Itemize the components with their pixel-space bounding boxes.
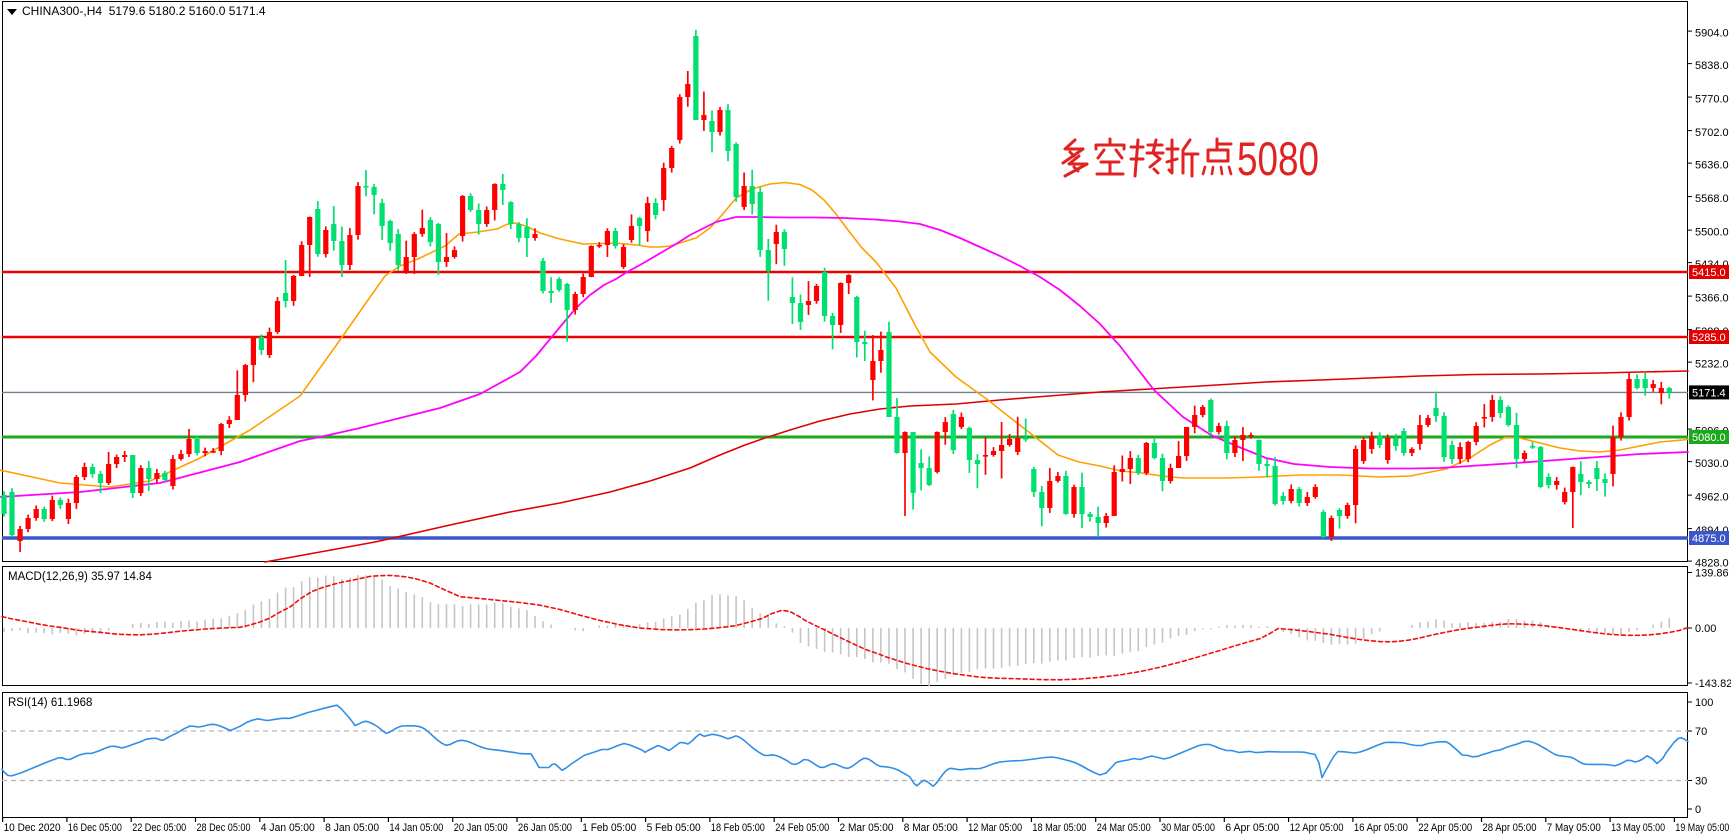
svg-text:12 Mar 05:00: 12 Mar 05:00 bbox=[968, 822, 1022, 834]
svg-text:8 Mar 05:00: 8 Mar 05:00 bbox=[904, 822, 958, 834]
svg-text:30 Mar 05:00: 30 Mar 05:00 bbox=[1161, 822, 1215, 834]
svg-text:28 Dec 05:00: 28 Dec 05:00 bbox=[197, 822, 251, 834]
svg-text:0.00: 0.00 bbox=[1695, 623, 1716, 635]
svg-text:5285.0: 5285.0 bbox=[1692, 332, 1726, 344]
svg-text:26 Jan 05:00: 26 Jan 05:00 bbox=[518, 822, 572, 834]
svg-text:8 Jan 05:00: 8 Jan 05:00 bbox=[325, 822, 379, 834]
svg-text:22 Dec 05:00: 22 Dec 05:00 bbox=[132, 822, 186, 834]
svg-text:5702.0: 5702.0 bbox=[1695, 127, 1729, 139]
svg-text:4 Jan 05:00: 4 Jan 05:00 bbox=[261, 822, 315, 834]
svg-text:24 Mar 05:00: 24 Mar 05:00 bbox=[1097, 822, 1151, 834]
svg-text:MACD(12,26,9) 35.97 14.84: MACD(12,26,9) 35.97 14.84 bbox=[8, 571, 152, 583]
svg-text:RSI(14) 61.1968: RSI(14) 61.1968 bbox=[8, 697, 92, 709]
svg-text:5232.0: 5232.0 bbox=[1695, 359, 1729, 371]
svg-text:1 Feb 05:00: 1 Feb 05:00 bbox=[582, 822, 636, 834]
svg-text:10 Dec 2020: 10 Dec 2020 bbox=[4, 822, 61, 834]
svg-text:70: 70 bbox=[1695, 726, 1707, 738]
svg-text:4962.0: 4962.0 bbox=[1695, 492, 1729, 504]
svg-text:4828.0: 4828.0 bbox=[1695, 558, 1729, 570]
svg-text:-143.82: -143.82 bbox=[1695, 678, 1731, 690]
svg-text:0: 0 bbox=[1695, 804, 1701, 816]
svg-text:12 Apr 05:00: 12 Apr 05:00 bbox=[1290, 822, 1344, 834]
svg-text:139.86: 139.86 bbox=[1695, 567, 1729, 579]
svg-text:30: 30 bbox=[1695, 775, 1707, 787]
svg-text:24 Feb 05:00: 24 Feb 05:00 bbox=[775, 822, 829, 834]
svg-text:18 Feb 05:00: 18 Feb 05:00 bbox=[711, 822, 765, 834]
svg-text:5080.0: 5080.0 bbox=[1692, 432, 1726, 444]
svg-text:5030.0: 5030.0 bbox=[1695, 458, 1729, 470]
svg-text:19 May 05:00: 19 May 05:00 bbox=[1675, 822, 1729, 834]
svg-text:100: 100 bbox=[1695, 697, 1713, 709]
svg-text:5770.0: 5770.0 bbox=[1695, 94, 1729, 106]
svg-text:CHINA300-,H4 5179.6 5180.2 51: CHINA300-,H4 5179.6 5180.2 5160.0 5171.4 bbox=[22, 4, 266, 18]
svg-text:6 Apr 05:00: 6 Apr 05:00 bbox=[1225, 822, 1279, 834]
svg-text:14 Jan 05:00: 14 Jan 05:00 bbox=[389, 822, 443, 834]
svg-text:2 Mar 05:00: 2 Mar 05:00 bbox=[840, 822, 894, 834]
svg-text:5500.0: 5500.0 bbox=[1695, 227, 1729, 239]
svg-text:5171.4: 5171.4 bbox=[1692, 387, 1726, 399]
svg-text:4875.0: 4875.0 bbox=[1692, 533, 1726, 545]
svg-text:13 May 05:00: 13 May 05:00 bbox=[1611, 822, 1665, 834]
svg-text:16 Apr 05:00: 16 Apr 05:00 bbox=[1354, 822, 1408, 834]
svg-text:18 Mar 05:00: 18 Mar 05:00 bbox=[1032, 822, 1086, 834]
svg-text:5366.0: 5366.0 bbox=[1695, 293, 1729, 305]
svg-text:5 Feb 05:00: 5 Feb 05:00 bbox=[647, 822, 701, 834]
svg-text:7 May 05:00: 7 May 05:00 bbox=[1547, 822, 1601, 834]
svg-text:20 Jan 05:00: 20 Jan 05:00 bbox=[454, 822, 508, 834]
svg-text:28 Apr 05:00: 28 Apr 05:00 bbox=[1483, 822, 1537, 834]
svg-text:5080: 5080 bbox=[1237, 132, 1319, 185]
svg-text:5838.0: 5838.0 bbox=[1695, 60, 1729, 72]
svg-text:5415.0: 5415.0 bbox=[1692, 267, 1726, 279]
svg-text:5636.0: 5636.0 bbox=[1695, 160, 1729, 172]
svg-text:5904.0: 5904.0 bbox=[1695, 28, 1729, 40]
svg-text:5568.0: 5568.0 bbox=[1695, 193, 1729, 205]
svg-text:16 Dec 05:00: 16 Dec 05:00 bbox=[68, 822, 122, 834]
svg-text:22 Apr 05:00: 22 Apr 05:00 bbox=[1418, 822, 1472, 834]
